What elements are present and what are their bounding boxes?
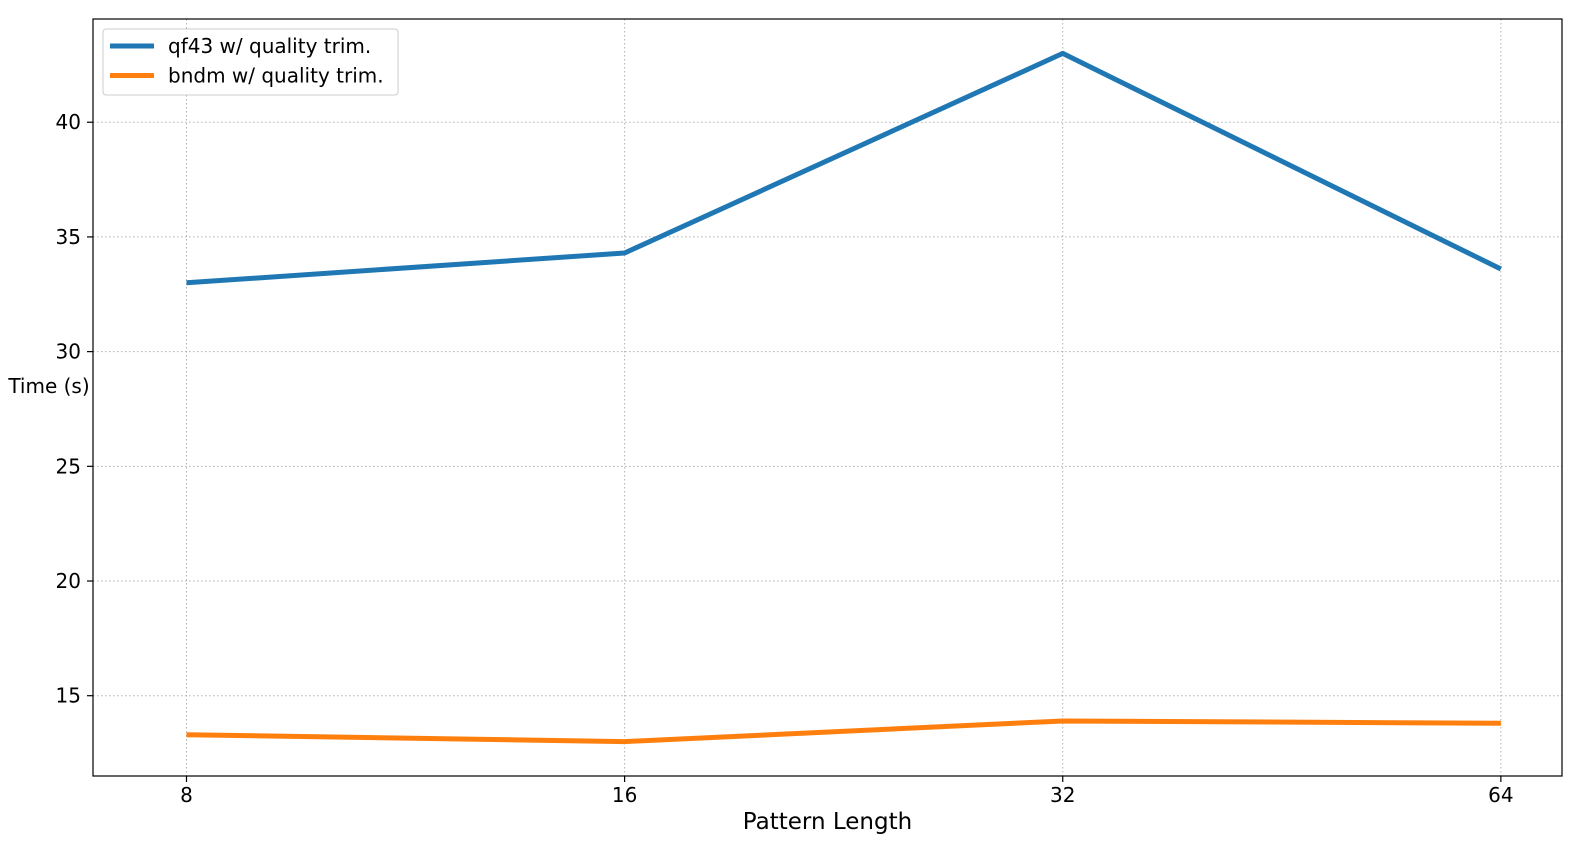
y-axis-label: Time (s) [7, 374, 89, 398]
x-axis-label: Pattern Length [743, 809, 912, 835]
y-tick-label: 40 [56, 110, 81, 134]
legend-entry-qf43: qf43 w/ quality trim. [168, 34, 371, 58]
y-tick-label: 20 [56, 569, 81, 593]
x-tick-label: 64 [1488, 783, 1513, 807]
legend: qf43 w/ quality trim. bndm w/ quality tr… [103, 29, 398, 95]
legend-entry-bndm: bndm w/ quality trim. [168, 64, 384, 88]
y-axis-ticks: 15 20 25 30 35 40 [56, 110, 93, 707]
series-line-1 [187, 721, 1501, 742]
y-tick-label: 15 [56, 684, 81, 708]
x-tick-label: 32 [1050, 783, 1075, 807]
grid [93, 19, 1562, 776]
x-tick-label: 8 [180, 783, 193, 807]
series-lines [186, 53, 1501, 741]
x-tick-label: 16 [612, 783, 637, 807]
y-tick-label: 35 [56, 225, 81, 249]
x-axis-ticks: 8 16 32 64 [180, 776, 1513, 807]
y-tick-label: 30 [56, 340, 81, 364]
plot-frame [93, 19, 1562, 776]
y-tick-label: 25 [56, 454, 81, 478]
